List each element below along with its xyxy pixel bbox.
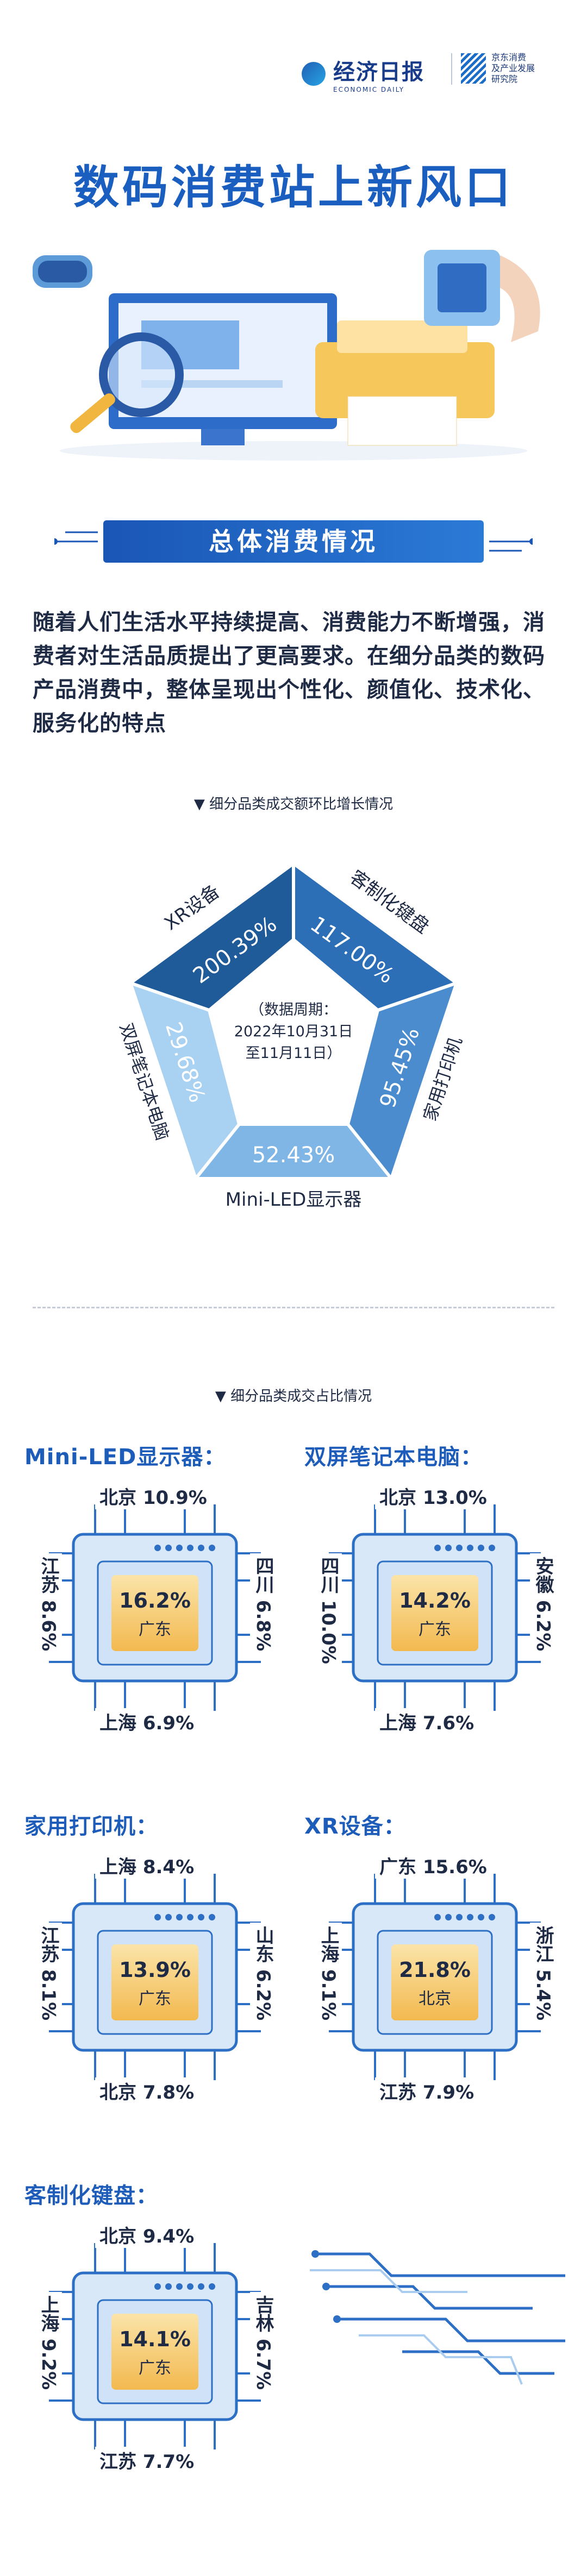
partner-line1: 京东消费 [491, 52, 527, 62]
chip-graphic [329, 1504, 541, 1711]
chip-title: Mini-LED显示器： [24, 1445, 226, 1470]
chip-card: 13.9% 广东 上海 8.4% 北京 7.8% 江苏 8.1% 山东 6.2% [35, 1852, 277, 2104]
label-miniled-name: Mini-LED显示器 [226, 1189, 362, 1211]
chip-center-city: 广东 [139, 1989, 171, 2008]
chip-card: 14.2% 广东 北京 13.0% 上海 7.6% 四川 10.0% 安徽 6.2% [315, 1483, 557, 1735]
chip-title: 双屏笔记本电脑： [304, 1445, 483, 1470]
segment-miniled [196, 1124, 391, 1179]
chip-bottom-label: 上海 7.6% [375, 1708, 479, 1735]
growth-pentagon-chart: XR设备 200.39% 客制化键盘 117.00% 家用打印机 95.45% … [116, 861, 466, 1211]
share-heading: ▼ 细分品类成交占比情况 [0, 1385, 587, 1405]
jd-institute-mark-icon [461, 53, 486, 84]
partner-line3: 研究院 [491, 74, 518, 84]
chip-center-city: 广东 [419, 1620, 451, 1639]
chip-graphic [49, 1504, 261, 1711]
chip-right-label: 浙江 5.4% [530, 1923, 557, 2024]
chip-title: XR设备： [304, 1814, 406, 1839]
chip-right-label: 吉林 6.7% [250, 2292, 277, 2394]
share-heading-text: 细分品类成交占比情况 [230, 1388, 372, 1404]
segment-printer [348, 983, 457, 1179]
chip-title: 家用打印机： [24, 1814, 158, 1839]
chip-top-label: 广东 15.6% [375, 1852, 491, 1879]
chip-left-label: 江苏 8.6% [35, 1553, 62, 1655]
economic-daily-logo: 经济日报 ECONOMIC DAILY [302, 54, 424, 93]
chip-center-value: 14.1% [119, 2327, 191, 2351]
section-banner-title: 总体消费情况 [209, 527, 378, 556]
page-title: 数码消费站上新风口 [73, 161, 514, 214]
section-divider [33, 1307, 554, 1308]
chip-title: 客制化键盘： [24, 2183, 158, 2208]
chip-top-label: 上海 8.4% [95, 1852, 199, 1879]
magnifier-icon [99, 332, 184, 417]
hand-icon [500, 255, 540, 342]
chip-bottom-label: 北京 7.8% [95, 2077, 199, 2104]
chip-top-label: 北京 10.9% [95, 1483, 211, 1509]
chip-center-city: 广东 [139, 2359, 171, 2378]
chip-card: 21.8% 北京 广东 15.6% 江苏 7.9% 上海 9.1% 浙江 5.4% [315, 1852, 557, 2104]
economic-daily-mark-icon [302, 62, 326, 86]
chip-graphic [329, 1874, 541, 2080]
segment-dual-screen [130, 983, 239, 1179]
logo-en: ECONOMIC DAILY [333, 86, 405, 93]
chip-left-label: 江苏 8.1% [35, 1923, 62, 2024]
digital-devices-illustration [33, 250, 540, 461]
circuit-decoration [310, 2250, 565, 2385]
growth-heading-text: 细分品类成交额环比增长情况 [209, 796, 394, 813]
chip-center-value: 21.8% [399, 1958, 471, 1982]
chip-center-city: 广东 [139, 1620, 171, 1639]
logo-cn: 经济日报 [333, 59, 424, 85]
chip-top-label: 北京 9.4% [95, 2221, 199, 2248]
period-line3: 至11月11日） [245, 1045, 342, 1062]
chip-left-label: 上海 9.1% [315, 1923, 342, 2024]
intro-paragraph: 随着人们生活水平持续提高、消费能力不断增强，消费者对生活品质提出了更高要求。在细… [33, 610, 545, 736]
label-miniled-value: 52.43% [252, 1143, 335, 1168]
chip-graphic [49, 2243, 261, 2449]
banner-decoration [54, 531, 533, 552]
chip-center-value: 14.2% [399, 1589, 471, 1613]
chip-bottom-label: 江苏 7.9% [375, 2077, 479, 2104]
header [0, 0, 587, 130]
triangle-down-icon: ▼ [215, 1388, 226, 1404]
section-banner-box [103, 520, 484, 563]
period-line2: 2022年10月31日 [234, 1023, 353, 1040]
chip-left-label: 上海 9.2% [35, 2292, 62, 2394]
chip-left-label: 四川 10.0% [315, 1553, 342, 1667]
chip-card: 16.2% 广东 北京 10.9% 上海 6.9% 江苏 8.6% 四川 6.8% [35, 1483, 277, 1735]
logo-divider [451, 53, 452, 85]
triangle-down-icon: ▼ [193, 796, 205, 813]
chip-top-label: 北京 13.0% [375, 1483, 491, 1509]
growth-heading: ▼ 细分品类成交额环比增长情况 [0, 793, 587, 813]
jd-institute-logo: 京东消费 及产业发展 研究院 [461, 52, 535, 85]
chip-right-label: 四川 6.8% [250, 1553, 277, 1655]
partner-line2: 及产业发展 [491, 63, 535, 73]
chip-card: 14.1% 广东 北京 9.4% 江苏 7.7% 上海 9.2% 吉林 6.7% [35, 2221, 277, 2473]
chip-center-city: 北京 [419, 1989, 451, 2008]
chip-right-label: 安徽 6.2% [530, 1553, 557, 1655]
chip-center-value: 13.9% [119, 1958, 191, 1982]
chip-bottom-label: 上海 6.9% [95, 1708, 199, 1735]
chip-center-value: 16.2% [119, 1589, 191, 1613]
chip-bottom-label: 江苏 7.7% [95, 2447, 199, 2473]
chip-right-label: 山东 6.2% [250, 1923, 277, 2024]
data-period-note: （数据周期： 2022年10月31日 至11月11日） [212, 999, 375, 1065]
footer-space [0, 2515, 587, 2576]
period-line1: （数据周期： [249, 1002, 338, 1018]
